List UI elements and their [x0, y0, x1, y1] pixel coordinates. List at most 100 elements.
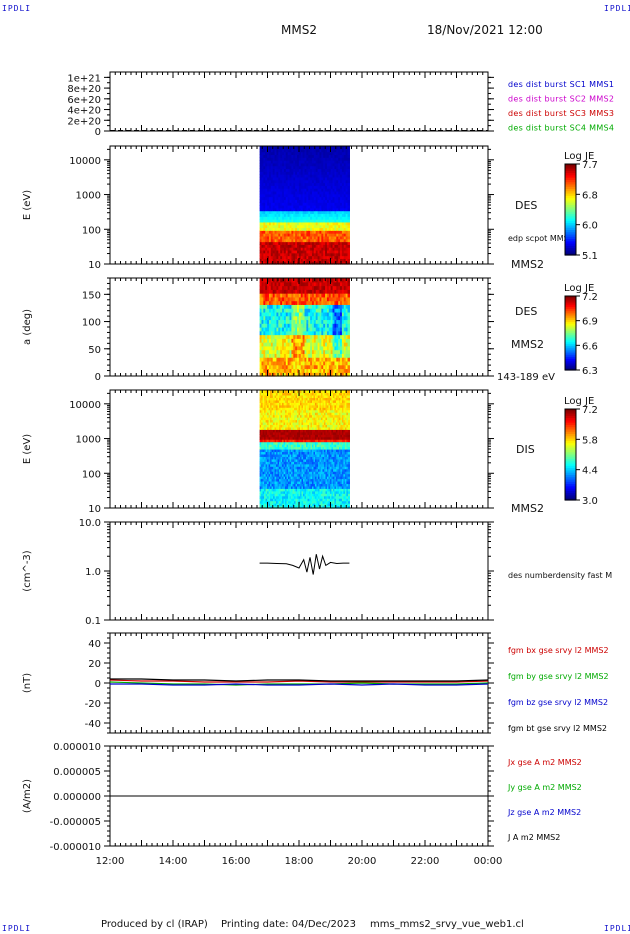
- heatmap-cell: [328, 205, 332, 209]
- heatmap-cell: [308, 289, 311, 294]
- heatmap-cell: [345, 196, 349, 200]
- heatmap-cell: [319, 247, 322, 251]
- heatmap-cell: [289, 451, 292, 455]
- heatmap-cell: [279, 480, 282, 485]
- heatmap-cell: [334, 171, 337, 175]
- colorbar-tick-label: 6.0: [582, 221, 598, 232]
- heatmap-cell: [282, 207, 285, 212]
- heatmap-cell: [304, 364, 307, 370]
- heatmap-cell: [261, 446, 264, 450]
- heatmap-cell: [343, 193, 347, 198]
- heatmap-cell: [267, 458, 270, 462]
- heatmap-cell: [276, 165, 279, 170]
- heatmap-cell: [317, 162, 321, 167]
- heatmap-cell: [268, 146, 272, 150]
- heatmap-cell: [282, 334, 285, 339]
- heatmap-cell: [315, 255, 319, 259]
- heatmap-cell: [259, 490, 262, 494]
- heatmap-cell: [311, 162, 315, 167]
- heatmap-cell: [323, 249, 326, 254]
- heatmap-cell: [287, 255, 291, 259]
- heatmap-cell: [270, 404, 273, 408]
- heatmap-cell: [274, 414, 277, 418]
- heatmap-cell: [270, 399, 273, 403]
- heatmap-cell: [289, 190, 293, 195]
- heatmap-cell: [283, 488, 286, 492]
- heatmap-cell: [336, 162, 339, 167]
- heatmap-cell: [286, 409, 289, 413]
- heatmap-cell: [334, 289, 337, 294]
- heatmap-cell: [311, 176, 315, 181]
- heatmap-cell: [283, 342, 287, 347]
- heatmap-cell: [264, 392, 267, 396]
- heatmap-cell: [267, 224, 270, 229]
- heatmap-cell: [276, 399, 279, 403]
- heatmap-cell: [276, 485, 279, 489]
- heatmap-cell: [341, 196, 345, 200]
- heatmap-cell: [343, 296, 347, 302]
- heatmap-cell: [340, 255, 343, 259]
- heatmap-cell: [308, 364, 311, 370]
- heatmap-cell: [282, 285, 285, 290]
- heatmap-cell: [264, 446, 267, 450]
- heatmap-cell: [332, 190, 336, 195]
- heatmap-cell: [323, 241, 326, 245]
- heatmap-cell: [306, 224, 309, 229]
- heatmap-cell: [265, 196, 268, 200]
- heatmap-cell: [289, 179, 293, 184]
- heatmap-cell: [345, 278, 349, 283]
- heatmap-cell: [293, 334, 296, 339]
- heatmap-cell: [306, 334, 309, 339]
- heatmap-cell: [283, 364, 287, 370]
- des-energy-ytick-label: 10: [88, 260, 101, 271]
- heatmap-cell: [334, 165, 337, 170]
- heatmap-cell: [304, 171, 307, 175]
- heatmap-cell: [293, 210, 296, 215]
- heatmap-cell: [328, 216, 332, 220]
- heatmap-cell: [276, 219, 279, 223]
- heatmap-cell: [265, 407, 268, 411]
- heatmap-cell: [302, 190, 306, 195]
- heatmap-cell: [328, 360, 332, 366]
- heatmap-cell: [332, 304, 336, 309]
- heatmap-cell: [265, 176, 268, 181]
- heatmap-cell: [295, 168, 298, 172]
- heatmap-cell: [282, 205, 285, 209]
- heatmap-cell: [302, 179, 306, 184]
- heatmap-cell: [270, 185, 274, 189]
- heatmap-cell: [343, 162, 347, 167]
- heatmap-cell: [330, 176, 334, 181]
- heatmap-cell: [265, 449, 268, 453]
- heatmap-cell: [336, 168, 339, 172]
- heatmap-cell: [297, 202, 300, 206]
- heatmap-cell: [302, 241, 306, 245]
- heatmap-cell: [319, 327, 322, 332]
- heatmap-cell: [295, 227, 298, 231]
- heatmap-cell: [321, 244, 324, 248]
- heatmap-cell: [261, 476, 264, 480]
- heatmap-cell: [328, 293, 332, 298]
- heatmap-cell: [297, 249, 300, 254]
- heatmap-cell: [306, 304, 309, 309]
- heatmap-cell: [338, 330, 341, 336]
- heatmap-cell: [325, 146, 328, 150]
- heatmap-cell: [336, 311, 339, 317]
- heatmap-cell: [319, 334, 322, 339]
- heatmap-cell: [268, 372, 272, 377]
- heatmap-cell: [287, 281, 291, 287]
- heatmap-cell: [336, 233, 339, 237]
- heatmap-cell: [295, 193, 298, 198]
- heatmap-cell: [272, 247, 276, 251]
- heatmap-cell: [338, 151, 341, 156]
- heatmap-cell: [262, 471, 265, 475]
- heatmap-cell: [277, 441, 280, 445]
- heatmap-cell: [326, 221, 330, 226]
- heatmap-cell: [319, 372, 322, 377]
- heatmap-cell: [259, 148, 263, 153]
- heatmap-cell: [259, 483, 262, 487]
- heatmap-cell: [267, 311, 270, 317]
- heatmap-cell: [345, 230, 349, 234]
- heatmap-cell: [334, 190, 337, 195]
- heatmap-cell: [282, 179, 285, 184]
